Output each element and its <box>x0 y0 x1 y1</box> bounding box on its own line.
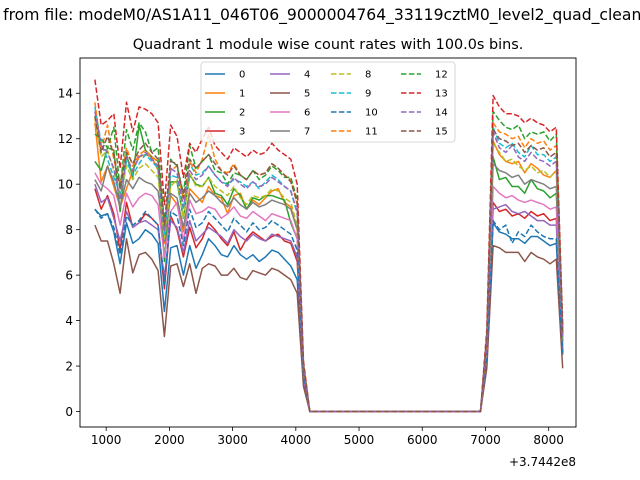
plot-frame <box>79 57 577 428</box>
legend-label-14: 14 <box>435 108 448 119</box>
legend-box <box>200 61 456 143</box>
series-line-13 <box>94 79 564 413</box>
legend-label-3: 3 <box>239 127 245 138</box>
y-tick-label: 14 <box>58 87 73 101</box>
series-line-12 <box>94 110 564 413</box>
legend-label-15: 15 <box>435 127 448 138</box>
legend-label-6: 6 <box>304 108 310 119</box>
series-line-7 <box>94 162 564 413</box>
series-line-8 <box>94 118 564 413</box>
plot-lines <box>94 79 564 413</box>
series-line-15 <box>94 115 564 413</box>
series-line-6 <box>94 172 564 413</box>
x-tick-label: 4000 <box>281 433 312 447</box>
legend-label-9: 9 <box>365 89 371 100</box>
legend-label-4: 4 <box>304 70 310 81</box>
legend-label-0: 0 <box>239 70 245 81</box>
legend-label-1: 1 <box>239 89 245 100</box>
legend-label-10: 10 <box>365 108 378 119</box>
figure-suptitle: Plot from file: modeM0/AS1A11_046T06_900… <box>0 6 640 25</box>
series-line-3 <box>94 188 564 413</box>
legend-label-2: 2 <box>239 108 245 119</box>
x-tick-label: 1000 <box>91 433 122 447</box>
y-tick-label: 0 <box>65 405 73 419</box>
x-axis: 1000 2000 3000 4000 5000 6000 7000 8000 <box>91 427 564 447</box>
x-tick-label: 2000 <box>154 433 185 447</box>
x-tick-label: 3000 <box>217 433 248 447</box>
y-axis: 0 2 4 6 8 10 12 14 <box>58 87 80 419</box>
y-tick-label: 6 <box>65 268 73 282</box>
legend-label-13: 13 <box>435 89 448 100</box>
series-line-4 <box>94 183 564 413</box>
legend-label-5: 5 <box>304 89 310 100</box>
x-tick-label: 5000 <box>344 433 375 447</box>
chart-title: Quadrant 1 module wise count rates with … <box>133 37 524 53</box>
legend-label-8: 8 <box>365 70 371 81</box>
series-line-5 <box>94 224 564 413</box>
y-tick-label: 10 <box>58 177 73 191</box>
x-tick-label: 7000 <box>470 433 501 447</box>
series-line-0 <box>94 208 564 413</box>
legend-label-12: 12 <box>435 70 448 81</box>
series-line-10 <box>94 208 564 413</box>
x-tick-label: 6000 <box>407 433 438 447</box>
x-offset-label: +3.7442e8 <box>509 455 576 469</box>
y-tick-label: 12 <box>58 132 73 146</box>
legend-label-11: 11 <box>365 127 378 138</box>
legend-label-7: 7 <box>304 127 310 138</box>
series-line-9 <box>94 106 564 413</box>
y-tick-label: 2 <box>65 359 73 373</box>
y-tick-label: 4 <box>65 314 73 328</box>
x-tick-label: 8000 <box>533 433 564 447</box>
y-tick-label: 8 <box>65 223 73 237</box>
